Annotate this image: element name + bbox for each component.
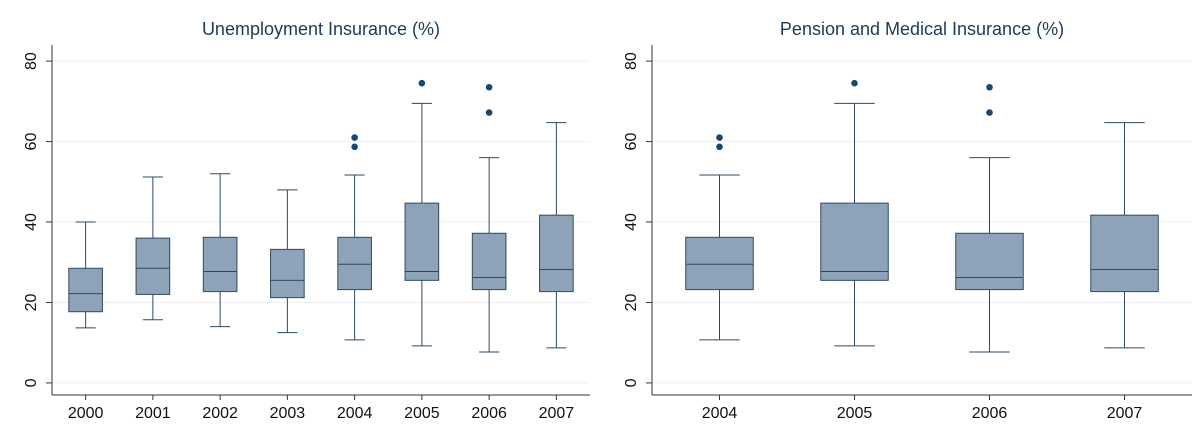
box xyxy=(539,214,574,293)
y-tick-label: 40 xyxy=(23,213,40,231)
box xyxy=(68,267,103,313)
y-tick-label: 20 xyxy=(23,293,40,311)
x-tick-label: 2007 xyxy=(539,405,575,422)
outlier xyxy=(716,143,723,151)
x-tick-label: 2004 xyxy=(702,405,738,422)
box xyxy=(1090,214,1159,293)
y-tick-label: 0 xyxy=(623,378,640,387)
chart-title: Pension and Medical Insurance (%) xyxy=(780,19,1064,39)
y-tick-label: 80 xyxy=(623,52,640,70)
x-tick-label: 2005 xyxy=(837,405,873,422)
outlier xyxy=(485,83,493,91)
x-tick-label: 2000 xyxy=(68,405,104,422)
box xyxy=(955,232,1024,291)
outlier xyxy=(986,109,993,116)
box xyxy=(685,236,754,291)
box xyxy=(404,202,440,281)
outlier xyxy=(851,79,858,87)
box xyxy=(135,237,171,295)
box xyxy=(270,248,305,299)
y-tick-label: 60 xyxy=(623,133,640,151)
y-tick-label: 0 xyxy=(23,378,40,387)
box xyxy=(202,236,238,293)
box xyxy=(820,202,889,281)
outlier xyxy=(485,109,493,116)
outlier xyxy=(351,143,358,151)
x-tick-label: 2002 xyxy=(202,405,238,422)
x-tick-label: 2003 xyxy=(270,405,306,422)
outlier xyxy=(351,134,358,141)
outlier xyxy=(716,134,723,141)
y-tick-label: 40 xyxy=(623,213,640,231)
y-tick-label: 20 xyxy=(623,293,640,311)
chart-title: Unemployment Insurance (%) xyxy=(202,19,440,39)
x-tick-label: 2006 xyxy=(471,405,507,422)
x-tick-label: 2006 xyxy=(972,405,1008,422)
box xyxy=(337,236,372,291)
box xyxy=(471,232,507,291)
y-tick-label: 60 xyxy=(23,133,40,151)
x-tick-label: 2005 xyxy=(404,405,440,422)
x-tick-label: 2001 xyxy=(135,405,171,422)
x-tick-label: 2007 xyxy=(1107,405,1143,422)
outlier xyxy=(418,79,426,87)
y-tick-label: 80 xyxy=(23,52,40,70)
x-tick-label: 2004 xyxy=(337,405,373,422)
outlier xyxy=(986,83,993,91)
